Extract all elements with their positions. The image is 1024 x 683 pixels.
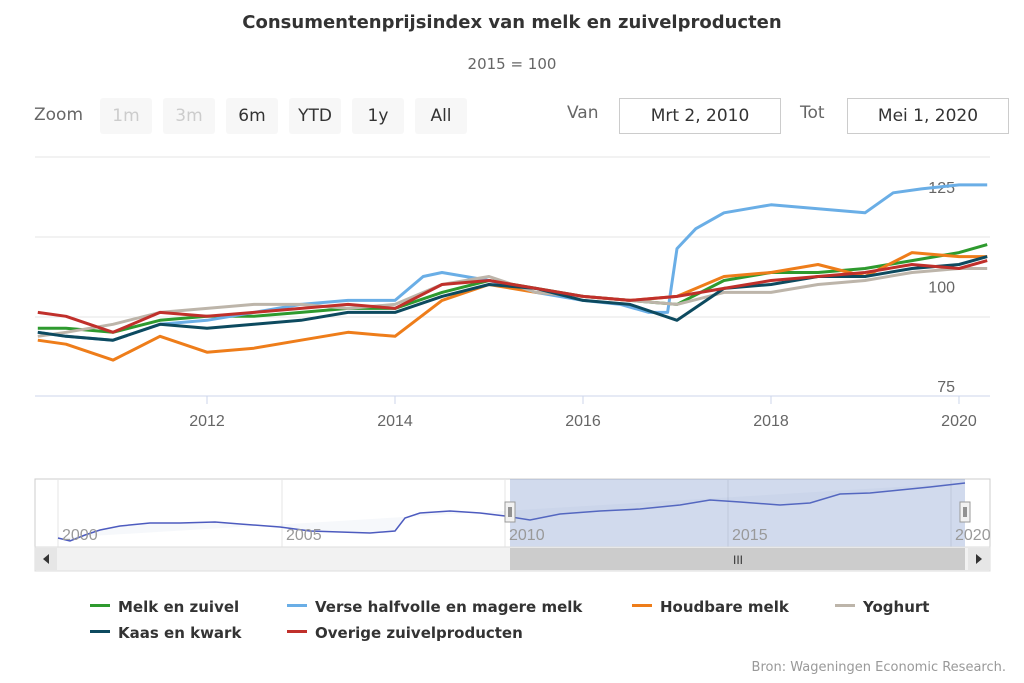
zoom-label: Zoom: [34, 105, 84, 125]
x-tick-label: 2020: [941, 413, 977, 430]
x-axis: 2012 2014 2016 2018 2020: [189, 396, 977, 430]
legend-swatch: [90, 630, 110, 633]
legend-label: Yoghurt: [863, 598, 930, 616]
scrollbar[interactable]: III: [34, 546, 991, 572]
scrollbar-grip-icon: III: [733, 553, 743, 567]
legend-label: Kaas en kwark: [118, 624, 242, 642]
range-from-label: Van: [567, 103, 599, 123]
navigator-tick-label: 2020: [955, 527, 991, 544]
legend-swatch: [287, 630, 307, 633]
legend-item-melk-en-zuivel[interactable]: Melk en zuivel: [90, 598, 239, 616]
legend-label: Verse halfvolle en magere melk: [315, 598, 583, 616]
plot-lines: [37, 183, 988, 362]
legend-label: Overige zuivelproducten: [315, 624, 523, 642]
y-axis: 75 100 125: [928, 180, 955, 396]
zoom-6m-button[interactable]: 6m: [226, 98, 278, 134]
navigator-handle-left[interactable]: [504, 501, 516, 523]
legend-swatch: [90, 604, 110, 607]
x-tick-label: 2012: [189, 413, 225, 430]
legend-item-yoghurt[interactable]: Yoghurt: [835, 598, 929, 616]
legend-label: Houdbare melk: [660, 598, 789, 616]
chart-title: Consumentenprijsindex van melk en zuivel…: [242, 12, 782, 33]
legend-label: Melk en zuivel: [118, 598, 240, 616]
navigator[interactable]: 2000 2005 2010 2015 2020: [34, 478, 991, 548]
navigator-tick-label: 2005: [286, 527, 322, 544]
arrow-right-icon: [976, 554, 982, 564]
legend-swatch: [632, 604, 652, 607]
x-tick-label: 2014: [377, 413, 413, 430]
legend-item-verse-melk[interactable]: Verse halfvolle en magere melk: [287, 598, 582, 616]
scrollbar-thumb[interactable]: [510, 548, 965, 570]
legend-item-houdbare-melk[interactable]: Houdbare melk: [632, 598, 789, 616]
legend-item-overige[interactable]: Overige zuivelproducten: [287, 624, 523, 642]
navigator-tick-label: 2010: [509, 527, 545, 544]
zoom-3m-button[interactable]: 3m: [163, 98, 215, 134]
series-line-kaas-en-kwark: [37, 255, 988, 342]
zoom-all-button[interactable]: All: [415, 98, 467, 134]
zoom-1m-button[interactable]: 1m: [100, 98, 152, 134]
y-tick-label: 100: [928, 279, 955, 296]
arrow-left-icon: [43, 554, 49, 564]
legend-swatch: [287, 604, 307, 607]
navigator-selection[interactable]: [510, 479, 965, 547]
series-line-overige-zuivelproducten: [37, 259, 988, 334]
x-tick-label: 2018: [753, 413, 789, 430]
zoom-1y-button[interactable]: 1y: [352, 98, 404, 134]
chart-subtitle: 2015 = 100: [467, 55, 557, 73]
legend-swatch: [835, 604, 855, 607]
range-to-label: Tot: [800, 103, 825, 123]
navigator-handle-right[interactable]: [959, 501, 971, 523]
y-tick-label: 75: [937, 379, 955, 396]
range-to-input[interactable]: Mei 1, 2020: [847, 98, 1009, 134]
range-from-input[interactable]: Mrt 2, 2010: [619, 98, 781, 134]
x-tick-label: 2016: [565, 413, 601, 430]
y-tick-label: 125: [928, 180, 955, 197]
navigator-tick-label: 2000: [62, 527, 98, 544]
zoom-ytd-button[interactable]: YTD: [289, 98, 341, 134]
legend-item-kaas-en-kwark[interactable]: Kaas en kwark: [90, 624, 241, 642]
series-line-houdbare-melk: [37, 251, 988, 362]
navigator-tick-label: 2015: [732, 527, 768, 544]
source-credit: Bron: Wageningen Economic Research.: [751, 660, 1006, 675]
